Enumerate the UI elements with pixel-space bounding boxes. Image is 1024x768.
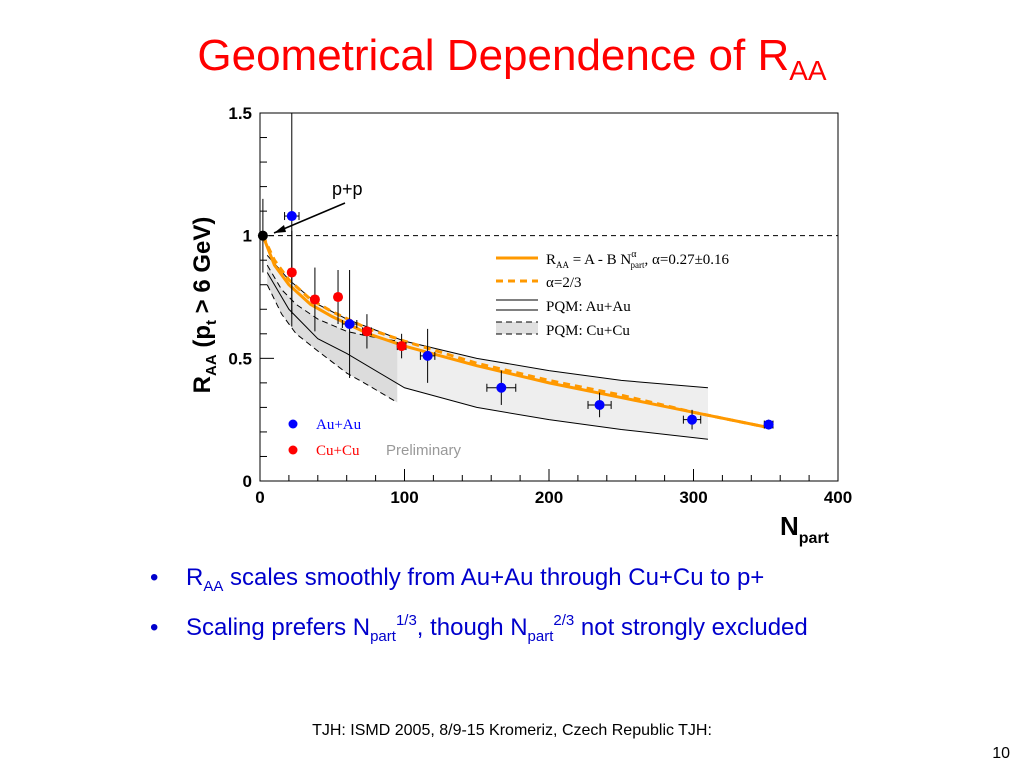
- cu-cu-data-point: [333, 292, 344, 302]
- bullet-item: • Scaling prefers Npart1/3, though Npart2…: [150, 612, 808, 645]
- ylabel-tail: > 6 GeV): [189, 217, 216, 320]
- legend-fit-label: RAA = A - B Nα part, α=0.27±0.16: [546, 249, 730, 270]
- cu-cu-data-point: [396, 341, 407, 352]
- x-tick-label: 400: [824, 488, 852, 507]
- pqm-cu-lower-line: [266, 284, 398, 403]
- preliminary-watermark: Preliminary: [386, 442, 462, 459]
- x-axis-label: Npart: [780, 511, 830, 547]
- title-subscript: AA: [789, 55, 827, 86]
- au-au-data-point: [763, 419, 774, 430]
- bullet-dot: •: [150, 564, 159, 591]
- y-tick-label: 0: [243, 472, 252, 491]
- xlabel-sub: part: [799, 530, 830, 547]
- pp-arrowhead: [274, 225, 286, 233]
- x-tick-label: 300: [679, 488, 707, 507]
- bullet-dot: •: [150, 614, 159, 641]
- x-tick-label: 100: [390, 488, 418, 507]
- curve-legend: RAA = A - B Nα part, α=0.27±0.16 α=2/3 PQ…: [488, 243, 828, 345]
- pp-annotation: p+p: [332, 179, 363, 199]
- legend-pqm-cu-fill: [496, 322, 538, 334]
- cu-cu-data-point: [361, 326, 372, 337]
- au-au-data-point: [687, 414, 698, 425]
- cu-cu-data-point: [309, 294, 320, 305]
- ylabel-main: R: [189, 376, 216, 393]
- au-au-data-point: [496, 382, 507, 393]
- ylabel-rest: (p: [189, 325, 216, 354]
- marker-legend: Au+Au Cu+Cu Preliminary: [288, 417, 462, 459]
- legend-alpha-label: α=2/3: [546, 275, 582, 291]
- ylabel-sub2: t: [203, 320, 220, 325]
- svg-text:RAA (pt > 6 GeV): RAA (pt > 6 GeV): [189, 217, 220, 394]
- au-au-data-point: [344, 318, 355, 329]
- cu-cu-data-point: [286, 267, 297, 278]
- au-au-data-point: [286, 211, 297, 222]
- title-main: Geometrical Dependence of R: [197, 31, 790, 80]
- page-number: 10: [992, 745, 1010, 762]
- y-tick-label: 1.5: [228, 104, 252, 123]
- pp-arrow: [273, 202, 346, 234]
- legend-au-marker: [288, 419, 298, 429]
- legend-cu-marker: [288, 445, 298, 455]
- y-tick-label: 1: [243, 227, 252, 246]
- pqm-au-lower-line: [266, 272, 709, 440]
- power-law-fit-curve: [261, 235, 767, 429]
- y-axis-label: RAA (pt > 6 GeV): [189, 217, 220, 394]
- legend-pqm-au-label: PQM: Au+Au: [546, 299, 631, 315]
- au-au-data-point: [594, 399, 605, 410]
- pqm-cu-upper-line: [266, 264, 398, 342]
- y-tick-label: 0.5: [228, 349, 252, 368]
- x-tick-label: 0: [255, 488, 264, 507]
- raa-vs-npart-chart: 0 100 200 300 400 0 0.5 1 1.5 RAA (pt > 6 GeV) N…: [189, 104, 852, 547]
- curve-legend-box: [488, 243, 828, 345]
- bullet-item: • RAA scales smoothly from Au+Au through …: [150, 560, 808, 610]
- ylabel-sub: AA: [203, 354, 220, 376]
- legend-au-label: Au+Au: [316, 417, 362, 433]
- bullet-list: • RAA scales smoothly from Au+Au through …: [150, 560, 808, 660]
- slide-title: Geometrical Dependence of RAA: [0, 30, 1024, 85]
- pqm-cu-band: [267, 265, 398, 403]
- x-tick-label: 200: [535, 488, 563, 507]
- legend-cu-label: Cu+Cu: [316, 443, 360, 459]
- au-au-data-point: [422, 350, 433, 361]
- xlabel-main: N: [780, 511, 799, 541]
- slide-footer: TJH: ISMD 2005, 8/9-15 Kromeriz, Czech R…: [312, 722, 712, 739]
- legend-pqm-cu-label: PQM: Cu+Cu: [546, 323, 630, 339]
